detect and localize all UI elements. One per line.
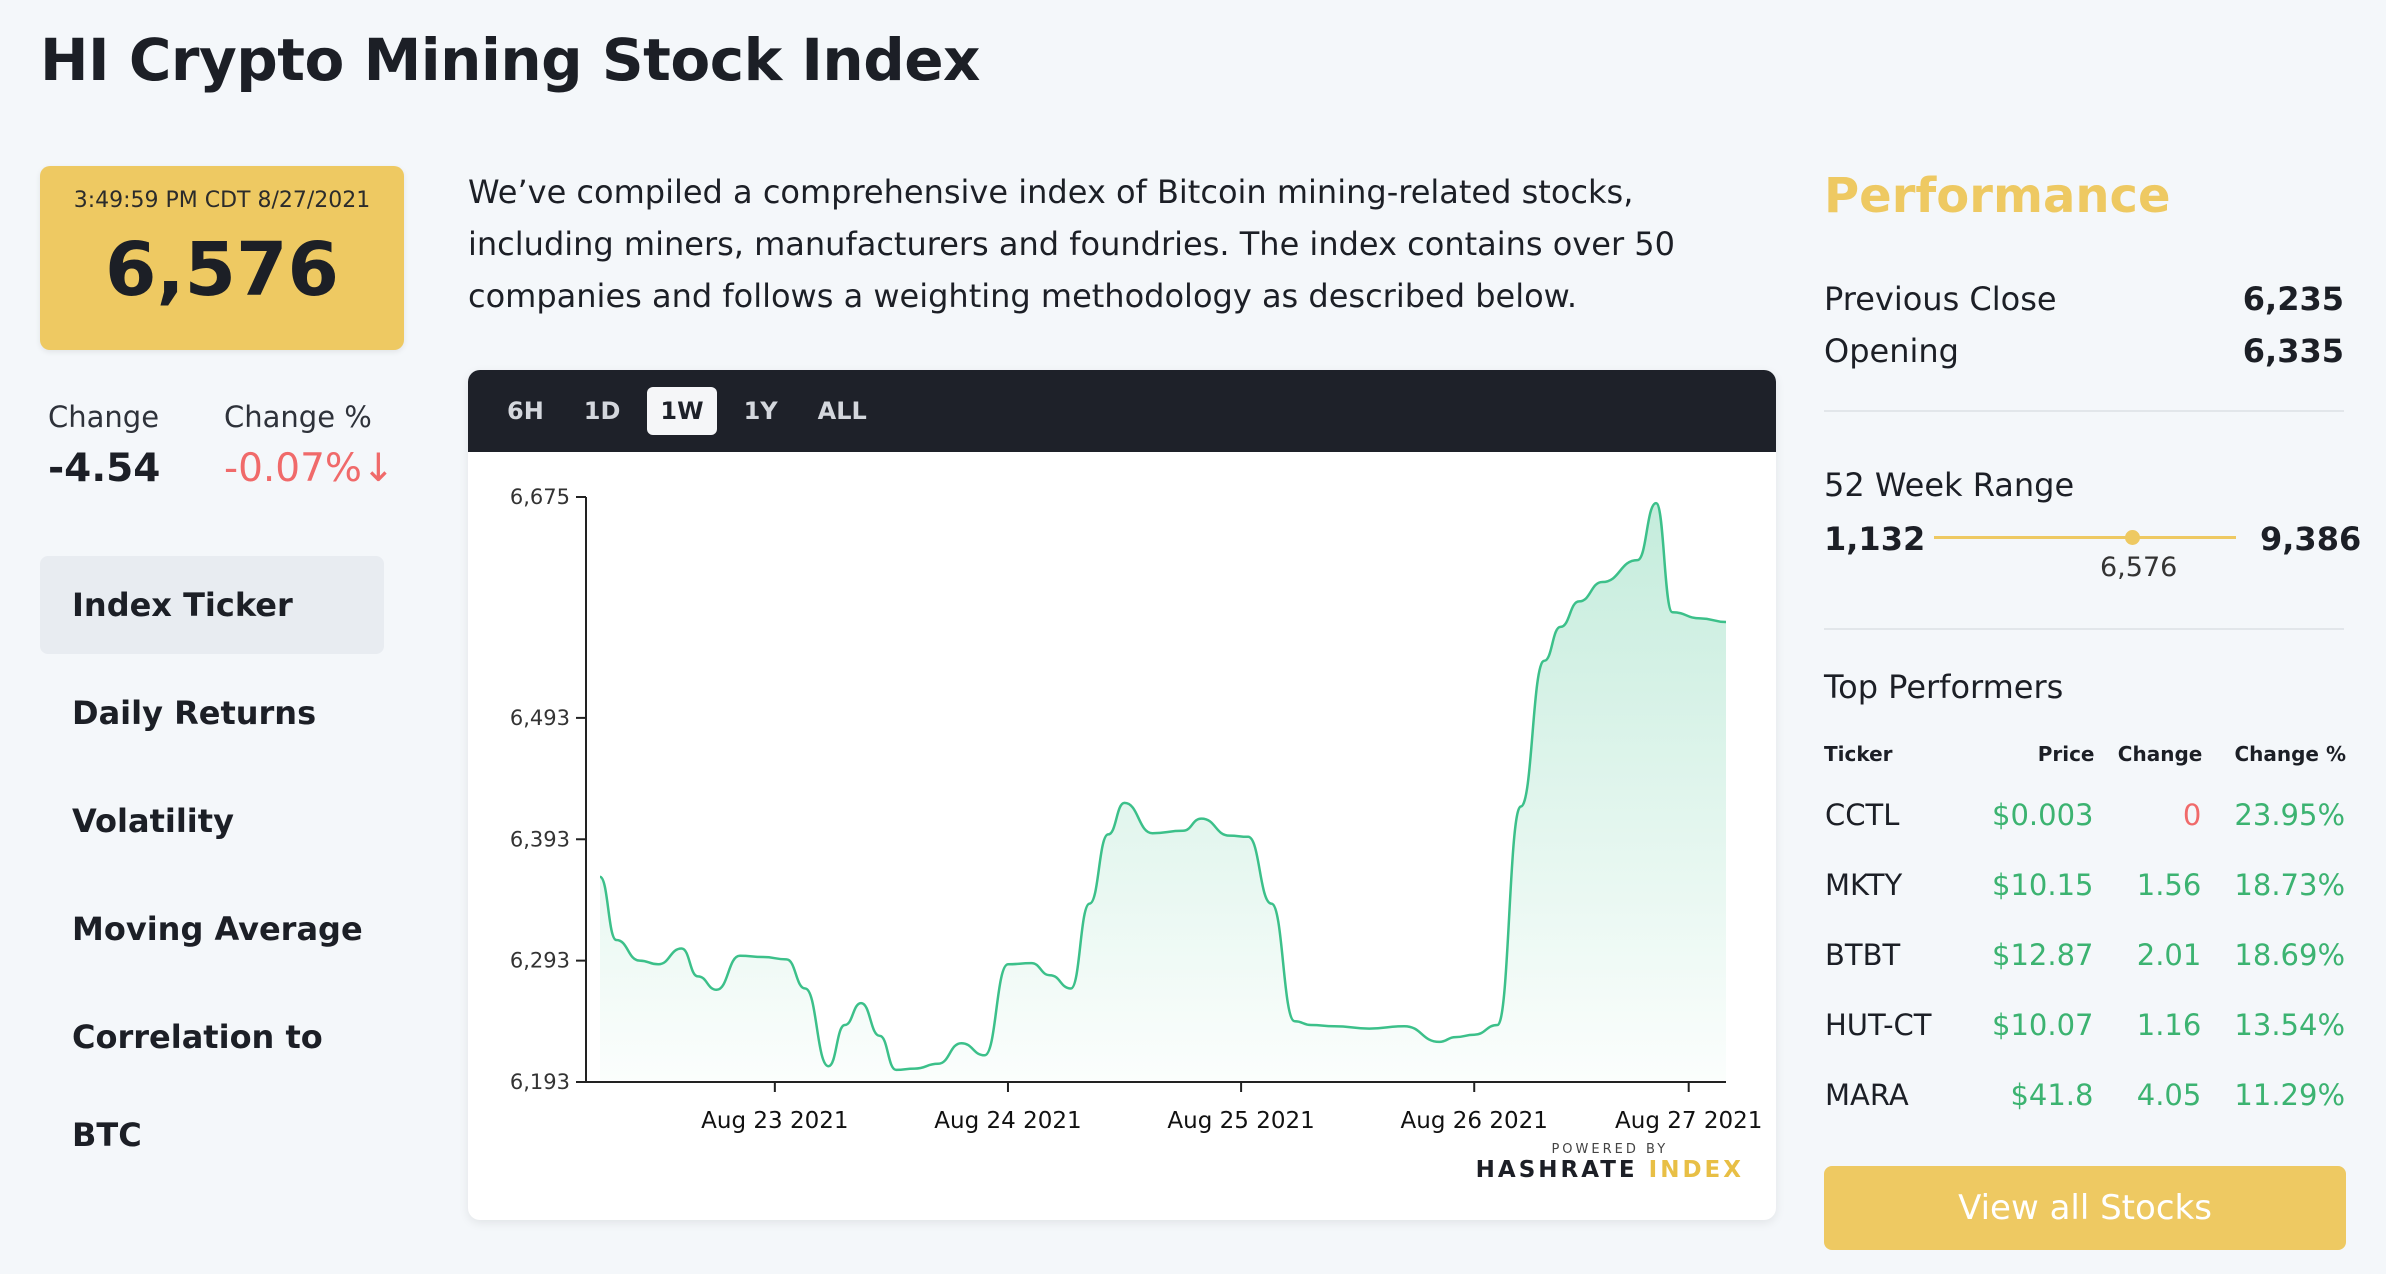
index-chart[interactable]: 6,193 6,293 6,393 6,493 6,675 Aug 23 2021 Aug … xyxy=(468,452,1776,1142)
nav-item-volatility[interactable]: Volatility xyxy=(72,802,234,840)
y-tick-label: 6,493 xyxy=(510,706,570,730)
index-price-card: 3:49:59 PM CDT 8/27/2021 6,576 xyxy=(40,166,404,350)
week-range-current: 6,576 xyxy=(2100,552,2178,583)
nav-item-index-ticker[interactable]: Index Ticker xyxy=(40,556,384,654)
series-area xyxy=(600,503,1726,1081)
ticker-cell: BTBT xyxy=(1825,938,1901,972)
price-cell: $12.87 xyxy=(1992,938,2094,972)
hashrate-index-brand: HASHRATE INDEX xyxy=(1475,1157,1744,1183)
ticker-cell: HUT-CT xyxy=(1825,1008,1932,1042)
change-cell: 4.05 xyxy=(2136,1078,2202,1112)
table-row[interactable]: HUT-CT $10.07 1.16 13.54% xyxy=(1824,990,2346,1060)
price-cell: $10.15 xyxy=(1992,868,2094,902)
nav-item-moving-average[interactable]: Moving Average xyxy=(72,910,363,948)
x-tick-label: Aug 23 2021 xyxy=(701,1108,848,1134)
x-tick-label: Aug 24 2021 xyxy=(934,1108,1081,1134)
range-all-button[interactable]: ALL xyxy=(817,397,867,425)
previous-close-value: 6,235 xyxy=(2242,280,2344,318)
change-pct-cell: 11.29% xyxy=(2234,1078,2345,1112)
performance-title: Performance xyxy=(1824,168,2171,224)
change-pct-cell: 18.73% xyxy=(2234,868,2345,902)
previous-close-row: Previous Close 6,235 xyxy=(1824,280,2344,318)
range-1w-button[interactable]: 1W xyxy=(647,387,717,435)
powered-by-logo: POWERED BY HASHRATE INDEX xyxy=(1476,1142,1744,1183)
top-performers-table: Ticker Price Change Change % CCTL $0.003… xyxy=(1824,742,2346,1130)
header-price: Price xyxy=(2037,742,2095,766)
change-pct-cell: 13.54% xyxy=(2234,1008,2345,1042)
x-tick-label: Aug 25 2021 xyxy=(1167,1108,1314,1134)
intro-text: We’ve compiled a comprehensive index of … xyxy=(468,173,1676,315)
price-timestamp: 3:49:59 PM CDT 8/27/2021 xyxy=(73,188,371,213)
week-range-track xyxy=(1934,530,2236,545)
y-tick-label: 6,675 xyxy=(510,485,570,509)
week-range-label: 52 Week Range xyxy=(1824,466,2075,504)
price-cell: $10.07 xyxy=(1992,1008,2094,1042)
nav-item-daily-returns[interactable]: Daily Returns xyxy=(72,694,317,732)
change-pct-cell: 23.95% xyxy=(2234,798,2345,832)
opening-value: 6,335 xyxy=(2242,332,2344,370)
side-nav: Index Ticker Daily Returns Volatility Mo… xyxy=(40,556,384,1154)
chart-range-toolbar: 6H 1D 1W 1Y ALL xyxy=(468,370,1776,452)
week-range-high: 9,386 xyxy=(2260,520,2362,558)
y-tick-label: 6,193 xyxy=(510,1070,570,1094)
change-pct-cell: 18.69% xyxy=(2234,938,2345,972)
change-pct-label: Change % xyxy=(224,400,372,434)
change-cell: 0 xyxy=(2182,798,2202,832)
ticker-cell: MARA xyxy=(1825,1078,1909,1112)
view-all-stocks-button[interactable]: View all Stocks xyxy=(1824,1166,2346,1250)
range-1d-button[interactable]: 1D xyxy=(583,397,621,425)
range-6h-button[interactable]: 6H xyxy=(507,397,544,425)
change-cell: 1.16 xyxy=(2136,1008,2202,1042)
table-row[interactable]: MARA $41.8 4.05 11.29% xyxy=(1824,1060,2346,1130)
price-cell: $0.003 xyxy=(1992,798,2094,832)
price-cell: $41.8 xyxy=(2010,1078,2094,1112)
nav-item-correlation-to-btc[interactable]: Correlation to BTC xyxy=(72,1018,323,1154)
index-price: 6,576 xyxy=(104,227,340,313)
divider xyxy=(1824,410,2344,412)
header-change: Change xyxy=(2117,742,2203,766)
x-tick-label: Aug 27 2021 xyxy=(1615,1108,1762,1134)
y-tick-label: 6,293 xyxy=(510,949,570,973)
change-pct-value: -0.07%↓ xyxy=(224,446,395,491)
previous-close-label: Previous Close xyxy=(1824,280,2057,318)
series-line xyxy=(598,501,1727,1072)
week-range-marker xyxy=(2125,530,2141,545)
powered-by-text: POWERED BY xyxy=(1551,1142,1669,1157)
change-block: Change -4.54 xyxy=(48,400,160,491)
table-row[interactable]: CCTL $0.003 0 23.95% xyxy=(1824,780,2346,850)
change-pct-block: Change % -0.07%↓ xyxy=(224,400,395,491)
top-performers-title: Top Performers xyxy=(1824,668,2064,706)
opening-row: Opening 6,335 xyxy=(1824,332,2344,370)
header-ticker: Ticker xyxy=(1824,742,1893,766)
change-cell: 1.56 xyxy=(2136,868,2202,902)
change-label: Change xyxy=(48,400,160,434)
page-title: HI Crypto Mining Stock Index xyxy=(40,26,980,94)
change-value: -4.54 xyxy=(48,446,161,491)
opening-label: Opening xyxy=(1824,332,1959,370)
arrow-down-icon: ↓ xyxy=(361,446,395,491)
week-range-low: 1,132 xyxy=(1824,520,1926,558)
change-cell: 2.01 xyxy=(2136,938,2202,972)
header-change-pct: Change % xyxy=(2234,742,2346,766)
y-tick-label: 6,393 xyxy=(510,827,570,851)
ticker-cell: CCTL xyxy=(1825,798,1900,832)
x-tick-label: Aug 26 2021 xyxy=(1401,1108,1548,1134)
table-row[interactable]: BTBT $12.87 2.01 18.69% xyxy=(1824,920,2346,990)
chart-card: 6H 1D 1W 1Y ALL 6,193 6,293 6,393 6,493 6,67… xyxy=(468,370,1776,1220)
ticker-cell: MKTY xyxy=(1825,868,1903,902)
range-1y-button[interactable]: 1Y xyxy=(743,397,778,425)
table-row[interactable]: MKTY $10.15 1.56 18.73% xyxy=(1824,850,2346,920)
divider xyxy=(1824,628,2344,630)
